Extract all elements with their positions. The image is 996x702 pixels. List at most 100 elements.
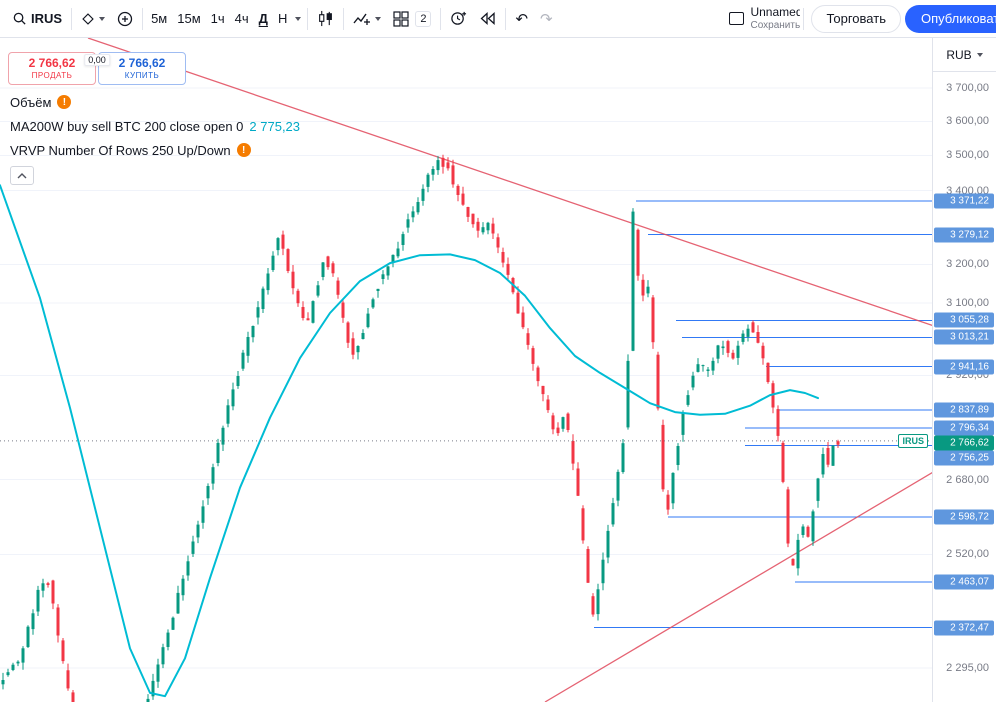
candle [361, 333, 365, 339]
chevron-down-icon [295, 16, 302, 21]
indicator-templates-button[interactable]: 2 [387, 7, 437, 31]
price-level-label[interactable]: 2 598,72 [934, 509, 994, 525]
timeframe-5m[interactable]: 5м [146, 7, 172, 30]
chart-area[interactable]: IRUS 2 766,62 ПРОДАТЬ 0,00 2 766,62 КУПИ… [0, 38, 932, 702]
candle [436, 160, 440, 171]
candle [601, 559, 605, 584]
current-price-label: 2 766,62 [934, 435, 994, 451]
currency-selector[interactable]: RUB [933, 38, 996, 72]
candle [421, 188, 425, 201]
axis-grid-label: 3 500,00 [946, 149, 989, 162]
candle [581, 508, 585, 541]
axis-grid-label: 3 100,00 [946, 296, 989, 309]
candle [681, 413, 685, 435]
price-level-label[interactable]: 2 796,34 [934, 420, 994, 436]
timeframe-15m[interactable]: 15м [172, 7, 205, 30]
publish-button[interactable]: Опубликовать [904, 4, 996, 33]
layout-select-button[interactable] [723, 8, 750, 29]
candle [666, 494, 670, 510]
symbol-search-button[interactable]: IRUS [6, 7, 68, 30]
candle [56, 607, 60, 636]
timeframe-week[interactable]: Н [273, 7, 292, 30]
candle [646, 286, 650, 294]
candle [621, 443, 625, 472]
candle [281, 234, 285, 249]
trade-button[interactable]: Торговать [811, 4, 901, 33]
candle [746, 328, 750, 337]
bar-replay-button[interactable] [473, 8, 502, 29]
templates-count-badge: 2 [415, 10, 432, 27]
candle [596, 589, 600, 615]
sell-label: ПРОДАТЬ [31, 70, 73, 80]
price-level-label[interactable]: 3 013,21 [934, 329, 994, 345]
price-level-label[interactable]: 3 279,12 [934, 227, 994, 243]
save-layout-button[interactable]: Unnamed Сохранить [750, 6, 800, 31]
price-level-label[interactable]: 2 372,47 [934, 620, 994, 635]
candle [161, 647, 165, 665]
diamond-menu-button[interactable] [75, 8, 111, 30]
price-level-label[interactable]: 3 371,22 [934, 193, 994, 209]
chart-style-button[interactable] [311, 6, 340, 31]
candle [451, 165, 455, 185]
legend-vrvp-row[interactable]: VRVP Number Of Rows 250 Up/Down ! [10, 138, 300, 162]
candle [756, 332, 760, 343]
price-chart[interactable] [0, 38, 932, 702]
order-panel: 2 766,62 ПРОДАТЬ 0,00 2 766,62 КУПИТЬ [8, 52, 186, 85]
candle [561, 417, 565, 429]
candle [466, 207, 470, 217]
legend-ma-row[interactable]: MA200W buy sell BTC 200 close open 0 2 7… [10, 114, 300, 138]
timeframe-day-active[interactable]: Д [254, 7, 273, 30]
warning-icon[interactable]: ! [57, 95, 72, 109]
candle [336, 280, 340, 295]
buy-label: КУПИТЬ [124, 70, 160, 80]
candle [516, 292, 520, 314]
candle [216, 442, 220, 463]
candle [446, 162, 450, 169]
candle [686, 395, 690, 405]
timeframe-1h[interactable]: 1ч [206, 7, 230, 30]
trendlines [87, 38, 932, 702]
warning-icon[interactable]: ! [236, 143, 251, 157]
plus-circle-icon [117, 11, 133, 26]
toolbar-separator [440, 7, 442, 30]
candle [416, 202, 420, 213]
price-level-label[interactable]: 2 837,89 [934, 402, 994, 418]
candle [661, 424, 665, 490]
layout-square-icon [729, 12, 745, 25]
price-level-label[interactable]: 2 463,07 [934, 574, 994, 590]
layout-name: Unnamed [750, 5, 801, 19]
candle [691, 375, 695, 388]
price-level-label[interactable]: 3 055,28 [934, 312, 994, 328]
timeframe-dropdown-button[interactable] [292, 13, 304, 25]
buy-button[interactable]: 2 766,62 КУПИТЬ [98, 52, 186, 85]
price-axis[interactable]: RUB 3 700,00 3 600,00 3 500,00 3 400,00 3 20… [932, 38, 996, 702]
redo-button[interactable]: ↷ [534, 6, 559, 32]
candle [471, 213, 475, 225]
spread-value: 0,00 [84, 54, 110, 66]
create-alert-button[interactable] [444, 6, 473, 31]
diamond-icon [82, 12, 94, 25]
indicators-button[interactable] [347, 7, 387, 31]
candle [171, 617, 175, 630]
price-level-label[interactable]: 2 756,25 [934, 450, 994, 466]
candle [821, 454, 825, 475]
candle [176, 592, 180, 614]
sell-button[interactable]: 2 766,62 ПРОДАТЬ [8, 52, 96, 85]
candle [276, 238, 280, 251]
candle [61, 640, 65, 662]
add-symbol-button[interactable] [111, 7, 139, 31]
timeframe-4h[interactable]: 4ч [230, 7, 254, 30]
undo-button[interactable]: ↶ [509, 6, 534, 32]
legend-collapse-button[interactable] [10, 166, 34, 185]
legend-volume-row[interactable]: Объём ! [10, 90, 300, 114]
candle [431, 169, 435, 175]
candle [396, 248, 400, 257]
candle [656, 354, 660, 409]
candle [526, 333, 530, 345]
axis-grid-label: 2 295,00 [946, 661, 989, 674]
price-level-label[interactable]: 2 941,16 [934, 359, 994, 375]
redo-icon: ↷ [540, 10, 553, 28]
candle [341, 302, 345, 318]
axis-grid-label: 3 200,00 [946, 258, 989, 271]
candle [31, 613, 35, 630]
